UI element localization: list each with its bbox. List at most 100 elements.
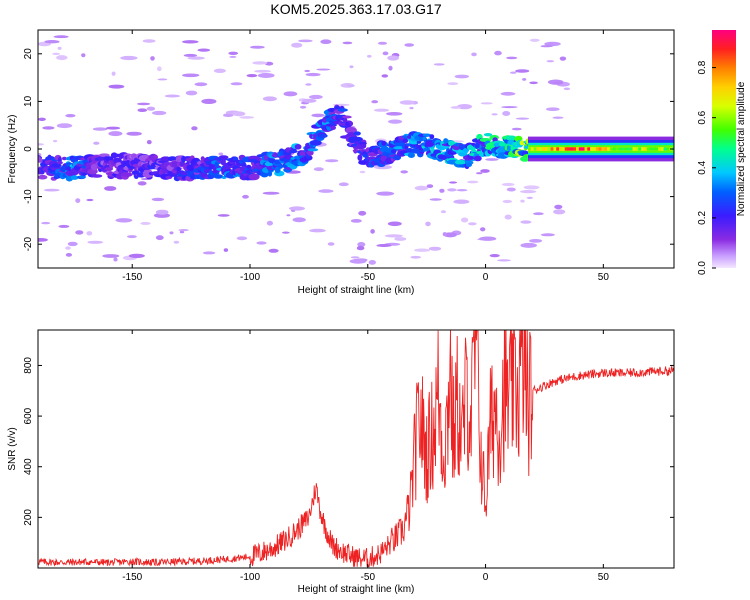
spectrogram-ridge-blob bbox=[318, 133, 328, 138]
spectrogram-noise-blob bbox=[358, 210, 367, 216]
spectrogram-steady-core bbox=[646, 147, 650, 151]
spectrogram-noise-blob bbox=[316, 68, 331, 71]
colorbar-tick-label: 0.8 bbox=[697, 60, 708, 74]
spectrogram-steady-core bbox=[607, 147, 611, 151]
spectrogram-steady-core bbox=[624, 147, 628, 151]
spectrogram-ridge-blob bbox=[61, 156, 67, 161]
x-tick-label: -50 bbox=[361, 572, 376, 583]
spectrogram-ridge-blob bbox=[519, 140, 525, 146]
spectrogram-noise-blob bbox=[447, 188, 457, 192]
spectrogram-ridge-blob bbox=[176, 166, 181, 172]
spectrogram-ridge-blob bbox=[267, 171, 273, 177]
spectrogram-steady-core bbox=[584, 147, 588, 151]
spectrogram-noise-blob bbox=[104, 186, 117, 191]
spectrogram-steady-core bbox=[626, 147, 631, 151]
colorbar-tick-label: 0.6 bbox=[697, 110, 708, 124]
spectrogram-noise-blob bbox=[479, 236, 497, 241]
spectrogram-noise-blob bbox=[228, 51, 239, 55]
spectrogram-ridge-blob bbox=[353, 131, 361, 136]
spectrogram-noise-blob bbox=[182, 40, 199, 44]
spectrogram-noise-blob bbox=[173, 240, 180, 244]
spectrogram-ridge-blob bbox=[342, 115, 352, 119]
spectrogram-y-ticks: -20 -10 0 10 20 bbox=[23, 48, 674, 251]
spectrogram-noise-blob bbox=[155, 209, 169, 215]
spectrogram-steady-core bbox=[666, 147, 670, 151]
x-tick-label: -100 bbox=[240, 272, 260, 283]
spectrogram-noise-blob bbox=[86, 231, 93, 236]
spectrogram-noise-blob bbox=[350, 256, 360, 259]
spectrogram-steady-core bbox=[544, 147, 549, 151]
spectrogram-noise-blob bbox=[546, 60, 554, 63]
spectrogram-noise-blob bbox=[201, 98, 217, 104]
spectrogram-x-ticks: -150 -100 -50 0 50 bbox=[122, 30, 609, 283]
spectrogram-noise-blob bbox=[520, 199, 525, 203]
spectrogram-noise-blob bbox=[86, 198, 94, 202]
spectrogram-noise-blob bbox=[309, 228, 326, 233]
spectrogram-noise-blob bbox=[150, 56, 155, 61]
spectrogram-noise-blob bbox=[388, 119, 403, 124]
spectrogram-noise-blob bbox=[93, 141, 100, 145]
spectrogram-steady-core bbox=[553, 147, 557, 151]
spectrogram-noise-blob bbox=[256, 241, 267, 245]
spectrogram-ridge-blob bbox=[248, 173, 260, 181]
spectrogram-noise-blob bbox=[456, 189, 468, 192]
spectrogram-noise-blob bbox=[38, 117, 46, 122]
spectrogram-noise-blob bbox=[157, 66, 162, 72]
spectrogram-noise-blob bbox=[299, 105, 307, 109]
spectrogram-ridge-blob bbox=[232, 156, 239, 161]
spectrogram-steady-core bbox=[587, 147, 591, 151]
spectrogram-noise-blob bbox=[305, 83, 312, 86]
spectrogram-noise-blob bbox=[529, 38, 540, 42]
spectrogram-noise-blob bbox=[554, 204, 563, 210]
spectrogram-noise-blob bbox=[515, 69, 530, 73]
spectrogram-noise-blob bbox=[305, 72, 321, 77]
spectrogram-steady-core bbox=[542, 147, 546, 151]
spectrogram-steady-core bbox=[609, 147, 614, 151]
spectrogram-noise-blob bbox=[414, 185, 429, 191]
spectrogram-noise-blob bbox=[443, 232, 457, 238]
spectrogram-noise-blob bbox=[342, 41, 353, 45]
spectrogram-noise-blob bbox=[359, 170, 366, 174]
spectrogram-steady-core bbox=[561, 147, 566, 151]
spectrogram-ridge-blob bbox=[51, 163, 62, 168]
spectrogram-noise-blob bbox=[346, 84, 355, 88]
spectrogram-ridge-blob bbox=[416, 140, 422, 144]
colorbar-tick-label: 0.2 bbox=[697, 211, 708, 225]
spectrogram-noise-blob bbox=[113, 257, 118, 262]
spectrogram-ridge-blob bbox=[334, 105, 341, 110]
spectrogram-ridge-blob bbox=[402, 138, 409, 144]
spectrogram-ridge-blob bbox=[357, 154, 363, 161]
spectrogram-noise-blob bbox=[197, 48, 211, 52]
spectrogram-noise-blob bbox=[286, 214, 291, 217]
snr-x-ticks: -150 -100 -50 0 50 bbox=[122, 330, 609, 583]
spectrogram-ridge-blob bbox=[443, 138, 449, 144]
spectrogram-steady-core bbox=[573, 147, 577, 151]
spectrogram-noise-blob bbox=[318, 189, 334, 193]
spectrogram-steady-core bbox=[649, 147, 653, 151]
spectrogram-steady-core bbox=[601, 147, 605, 151]
spectrogram-noise-blob bbox=[153, 213, 170, 218]
spectrogram-noise-blob bbox=[67, 241, 78, 247]
spectrogram-noise-blob bbox=[526, 196, 533, 199]
spectrogram-noise-blob bbox=[178, 229, 189, 232]
spectrogram-ridge-blob bbox=[289, 149, 298, 154]
spectrogram-noise-blob bbox=[349, 65, 354, 69]
spectrogram-ridge-blob bbox=[294, 144, 302, 150]
spectrogram-noise-blob bbox=[350, 219, 362, 223]
spectrogram-noise-blob bbox=[404, 43, 415, 47]
x-tick-label: -150 bbox=[122, 572, 142, 583]
spectrogram-steady-core bbox=[621, 147, 625, 151]
spectrogram-noise-blob bbox=[115, 218, 133, 223]
spectrogram-ridge-blob bbox=[381, 140, 387, 146]
spectrogram-noise-blob bbox=[202, 251, 216, 255]
spectrogram-noise-blob bbox=[506, 187, 516, 192]
spectrogram-noise-blob bbox=[53, 35, 69, 39]
spectrogram-noise-blob bbox=[191, 126, 198, 131]
spectrogram-noise-blob bbox=[268, 248, 279, 253]
spectrogram-x-axis-label: Height of straight line (km) bbox=[298, 285, 415, 296]
spectrogram-noise-blob bbox=[87, 240, 103, 244]
colorbar-tick-label: 0.0 bbox=[697, 261, 708, 275]
spectrogram-steady-core bbox=[604, 147, 608, 151]
snr-y-ticks: 200 400 600 800 bbox=[23, 357, 674, 526]
spectrogram-steady-core bbox=[595, 147, 599, 151]
